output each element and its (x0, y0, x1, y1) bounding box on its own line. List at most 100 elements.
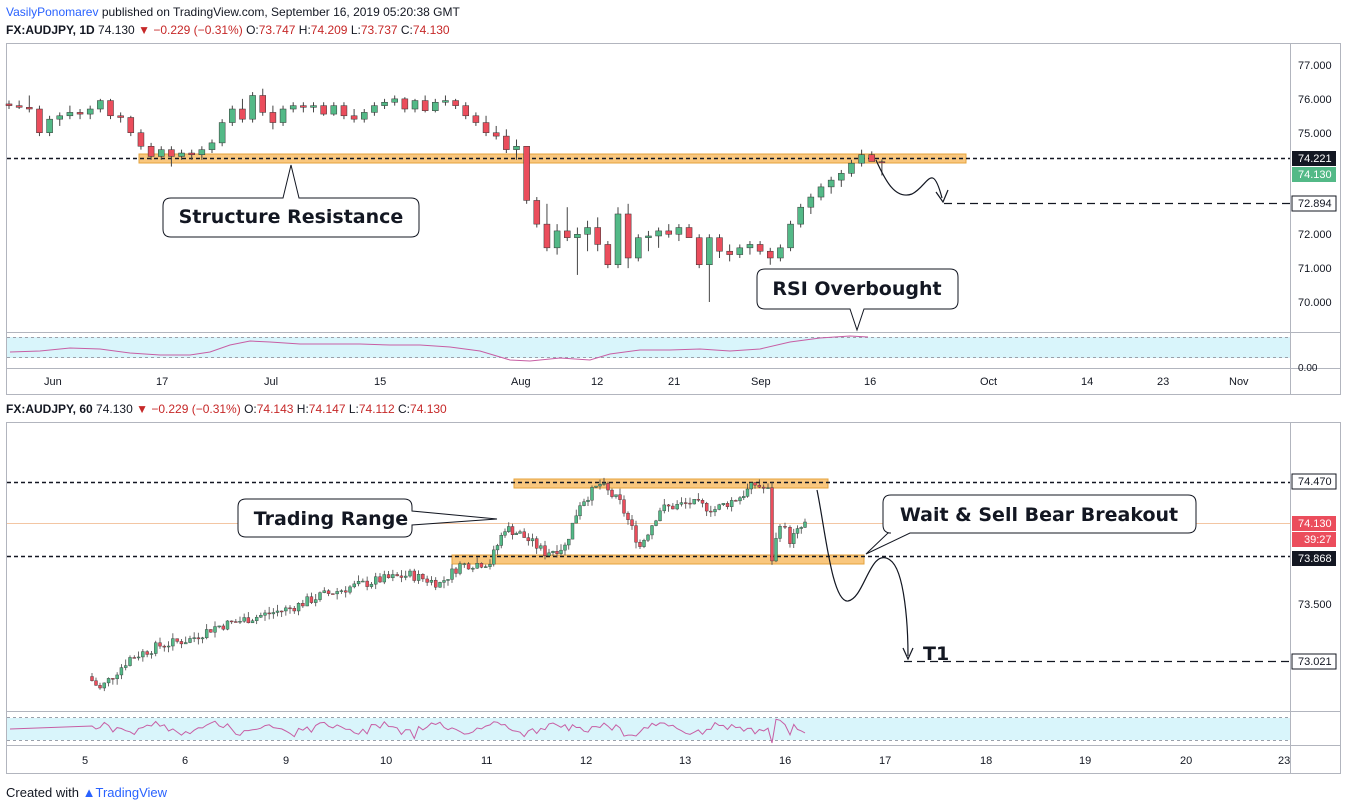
candle[interactable] (878, 161, 886, 163)
candle[interactable] (767, 250, 774, 259)
candle[interactable] (586, 499, 590, 502)
candle[interactable] (259, 615, 263, 618)
candle[interactable] (778, 526, 782, 539)
candle[interactable] (386, 574, 391, 579)
candle[interactable] (692, 499, 696, 505)
candle[interactable] (553, 230, 561, 249)
candle[interactable] (658, 510, 662, 522)
candle[interactable] (127, 117, 135, 133)
candle[interactable] (706, 237, 713, 266)
candle[interactable] (696, 499, 701, 501)
candle[interactable] (292, 608, 296, 612)
candle[interactable] (838, 173, 845, 181)
candle[interactable] (450, 568, 454, 580)
candle[interactable] (249, 95, 256, 120)
candle[interactable] (533, 200, 541, 225)
candle[interactable] (713, 509, 717, 513)
candle[interactable] (578, 505, 582, 517)
candle[interactable] (111, 678, 115, 680)
candle[interactable] (412, 570, 416, 581)
candle[interactable] (642, 540, 646, 547)
candle[interactable] (488, 564, 492, 567)
candle[interactable] (26, 107, 33, 110)
candle[interactable] (492, 549, 496, 565)
candle[interactable] (246, 617, 251, 624)
candle[interactable] (526, 537, 531, 542)
candle[interactable] (411, 100, 419, 110)
candle[interactable] (318, 592, 322, 600)
candle[interactable] (635, 237, 642, 259)
candle[interactable] (716, 237, 723, 252)
candle[interactable] (734, 500, 738, 502)
candle[interactable] (594, 227, 601, 245)
candle[interactable] (374, 576, 378, 585)
candle[interactable] (288, 607, 292, 610)
candle[interactable] (507, 526, 511, 532)
candle[interactable] (671, 505, 675, 510)
candle[interactable] (626, 512, 630, 520)
candle[interactable] (770, 487, 774, 562)
candle[interactable] (158, 149, 165, 157)
candle[interactable] (574, 515, 578, 524)
candle[interactable] (36, 108, 43, 133)
candle[interactable] (66, 112, 74, 117)
daily-chart[interactable]: 77.000 76.000 75.000 72.000 71.000 70.00… (0, 0, 1348, 400)
candle[interactable] (622, 499, 626, 514)
candle[interactable] (564, 230, 571, 238)
candle[interactable] (154, 642, 158, 654)
candle[interactable] (654, 520, 658, 526)
candle[interactable] (704, 503, 709, 512)
candle[interactable] (115, 674, 119, 680)
candle[interactable] (543, 545, 547, 557)
candle[interactable] (594, 485, 598, 488)
candle[interactable] (563, 544, 567, 551)
candle[interactable] (314, 599, 318, 603)
candle[interactable] (795, 528, 800, 534)
candle[interactable] (158, 642, 162, 647)
candle[interactable] (590, 487, 594, 501)
candle[interactable] (749, 482, 753, 490)
candle[interactable] (582, 501, 586, 506)
candle[interactable] (344, 590, 348, 593)
candle[interactable] (848, 162, 855, 174)
candle[interactable] (495, 545, 500, 551)
candle[interactable] (200, 637, 205, 640)
candle[interactable] (725, 503, 730, 507)
candle[interactable] (492, 132, 500, 137)
candle[interactable] (638, 541, 642, 547)
candle[interactable] (688, 502, 692, 505)
author-link[interactable]: VasilyPonomarev (6, 5, 99, 19)
candle[interactable] (721, 503, 726, 505)
candle[interactable] (868, 154, 875, 162)
candle[interactable] (547, 552, 551, 557)
candle[interactable] (614, 213, 622, 266)
candle[interactable] (700, 500, 705, 504)
candle[interactable] (666, 504, 671, 507)
candle[interactable] (136, 656, 141, 659)
candle[interactable] (753, 482, 757, 486)
candle[interactable] (709, 510, 713, 513)
candle[interactable] (179, 641, 184, 645)
candle[interactable] (178, 152, 185, 157)
candle[interactable] (446, 579, 450, 581)
candle[interactable] (803, 521, 807, 528)
candle[interactable] (225, 620, 230, 630)
candle[interactable] (269, 112, 277, 123)
candle[interactable] (5, 103, 13, 106)
candle[interactable] (479, 563, 484, 568)
candle[interactable] (361, 580, 365, 583)
candle[interactable] (188, 152, 195, 155)
top-symbol[interactable]: FX:AUDJPY, 1D (6, 23, 95, 37)
candle[interactable] (534, 538, 539, 549)
candle[interactable] (221, 625, 226, 630)
candle[interactable] (382, 574, 386, 583)
candle[interactable] (381, 101, 388, 106)
candle[interactable] (250, 620, 255, 624)
candle[interactable] (128, 657, 132, 666)
candle[interactable] (56, 115, 63, 120)
candle[interactable] (335, 591, 339, 595)
candle[interactable] (522, 531, 526, 538)
candle[interactable] (458, 563, 462, 574)
candle[interactable] (279, 108, 287, 123)
candle[interactable] (326, 590, 331, 594)
